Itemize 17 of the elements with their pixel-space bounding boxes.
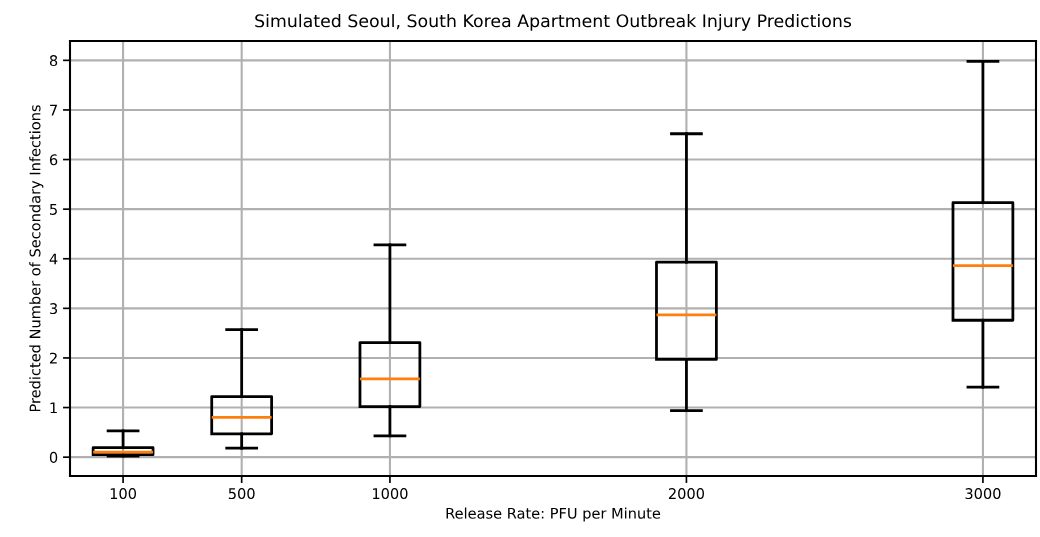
x-tick-label: 3000 (965, 488, 1001, 500)
x-tick-label: 500 (228, 488, 255, 500)
y-tick-label: 5 (50, 204, 57, 215)
chart-title: Simulated Seoul, South Korea Apartment Outbreak Injury Predictions (255, 13, 852, 31)
y-tick-label: 0 (49, 451, 58, 463)
y-axis-title: Predicted Number of Secondary Infections (29, 105, 44, 412)
y-tick-label: 1 (50, 402, 57, 414)
x-axis-title: Release Rate: PFU per Minute (446, 507, 661, 522)
y-tick-label: 4 (49, 253, 58, 265)
x-tick-label: 100 (110, 488, 137, 500)
y-tick-label: 2 (49, 352, 57, 364)
y-tick-label: 3 (50, 303, 58, 315)
y-tick-label: 7 (50, 104, 57, 116)
y-tick-label: 6 (49, 154, 58, 166)
y-tick-label: 8 (49, 55, 58, 67)
x-tick-label: 1000 (372, 488, 408, 500)
x-tick-label: 2000 (668, 488, 705, 500)
